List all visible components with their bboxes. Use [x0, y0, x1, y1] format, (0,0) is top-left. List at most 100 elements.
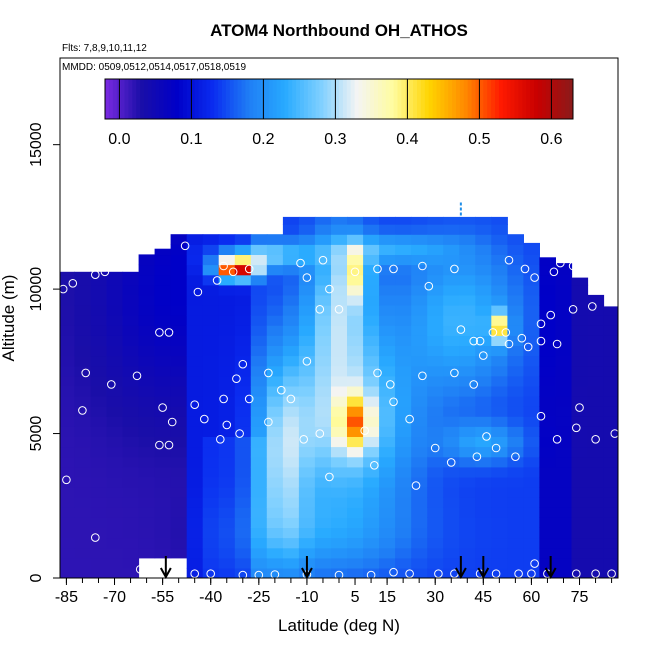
heatmap-cell: [379, 436, 396, 448]
heatmap-cell: [555, 294, 573, 306]
heatmap-cell: [347, 305, 364, 316]
heatmap-cell: [347, 216, 364, 225]
heatmap-cell: [314, 264, 332, 276]
heatmap-cell: [314, 527, 332, 539]
heatmap-cell: [411, 476, 428, 488]
heatmap-cell: [395, 547, 412, 559]
sample-point: [350, 267, 360, 277]
heatmap-cell: [202, 567, 220, 578]
heatmap-cell: [186, 385, 204, 397]
heatmap-cell: [427, 385, 444, 397]
heatmap-cell: [411, 315, 428, 326]
heatmap-cell: [603, 365, 618, 377]
heatmap-cell: [186, 244, 204, 255]
heatmap-cell: [250, 345, 268, 357]
heatmap-cell: [411, 284, 428, 296]
heatmap-cell: [202, 517, 220, 528]
heatmap-cell: [60, 416, 75, 427]
heatmap-cell: [331, 416, 348, 427]
descent-arrow-head: [477, 567, 490, 580]
heatmap-cell: [347, 244, 364, 255]
heatmap-cell: [90, 507, 108, 518]
heatmap-cell: [250, 527, 268, 539]
heatmap-cell: [523, 567, 540, 578]
heatmap-cell: [379, 345, 396, 357]
heatmap-cell: [234, 557, 252, 569]
heatmap-cell: [170, 234, 188, 245]
heatmap-cell: [603, 517, 618, 528]
heatmap-cell: [443, 234, 460, 245]
heatmap-cell: [298, 487, 316, 498]
heatmap-cell: [459, 547, 476, 559]
heatmap-cell: [347, 456, 364, 468]
heatmap-cell: [491, 507, 508, 518]
heatmap-cell: [218, 476, 236, 488]
heatmap-cell: [122, 517, 140, 528]
heatmap-cell: [106, 335, 124, 346]
heatmap-cell: [90, 537, 108, 549]
heatmap-cell: [363, 274, 380, 286]
heatmap-cell: [491, 466, 508, 478]
y-tick-label: 15000: [28, 122, 45, 167]
heatmap-cell: [106, 385, 124, 397]
colorbar-swatch: [397, 79, 402, 119]
colorbar-swatch: [475, 79, 480, 119]
colorbar-swatch: [132, 79, 137, 119]
sample-point: [158, 403, 167, 412]
colorbar-swatch: [452, 79, 457, 119]
heatmap-cell: [347, 517, 364, 528]
heatmap-cell: [523, 375, 540, 387]
heatmap-cell: [443, 284, 460, 296]
heatmap-cell: [90, 547, 108, 559]
heatmap-cell: [363, 456, 380, 468]
heatmap-cell: [186, 517, 204, 528]
heatmap-cell: [379, 216, 396, 225]
heatmap-cell: [395, 345, 412, 357]
heatmap-cell: [331, 436, 348, 448]
heatmap-cell: [90, 325, 108, 336]
heatmap-cell: [443, 517, 460, 528]
heatmap-cell: [507, 406, 524, 417]
heatmap-cell: [298, 365, 316, 377]
sample-point: [318, 255, 328, 265]
heatmap-cell: [106, 456, 124, 468]
colorbar-swatch: [467, 79, 473, 119]
heatmap-cell: [138, 446, 156, 458]
y-tick-label: 5000: [28, 416, 45, 452]
heatmap-cell: [282, 476, 300, 488]
heatmap-cell: [202, 557, 220, 569]
heatmap-cell: [186, 547, 204, 559]
heatmap-cell: [555, 517, 573, 528]
heatmap-cell: [491, 406, 508, 417]
heatmap-cell: [347, 355, 364, 367]
heatmap-cell: [555, 557, 573, 569]
heatmap-cell: [90, 476, 108, 488]
heatmap-cell: [331, 426, 348, 437]
heatmap-cell: [170, 396, 188, 407]
heatmap-cell: [443, 294, 460, 306]
heatmap-cell: [170, 456, 188, 468]
heatmap-cell: [138, 527, 156, 539]
heatmap-cell: [202, 466, 220, 478]
colorbar: 0.0 0.1 0.2 0.3 0.4 0.5 0.6: [104, 78, 574, 148]
sample-point: [81, 368, 90, 378]
heatmap-cell: [411, 254, 428, 266]
sample-point: [325, 472, 334, 482]
colorbar-swatch: [518, 79, 523, 119]
heatmap-cell: [379, 416, 396, 427]
colorbar-swatch: [565, 79, 570, 119]
heatmap-cell: [331, 244, 348, 255]
heatmap-cell: [218, 466, 236, 478]
heatmap-cell: [507, 375, 524, 387]
heatmap-cell: [331, 497, 348, 508]
heatmap-cell: [138, 416, 156, 427]
heatmap-cell: [347, 325, 364, 336]
sample-point: [491, 443, 501, 453]
colorbar-swatch: [272, 79, 278, 119]
heatmap-cell: [395, 567, 412, 578]
colorbar-swatch: [105, 79, 110, 119]
heatmap-cell: [555, 416, 573, 427]
heatmap-cell: [266, 517, 284, 528]
colorbar-swatch: [444, 79, 449, 119]
